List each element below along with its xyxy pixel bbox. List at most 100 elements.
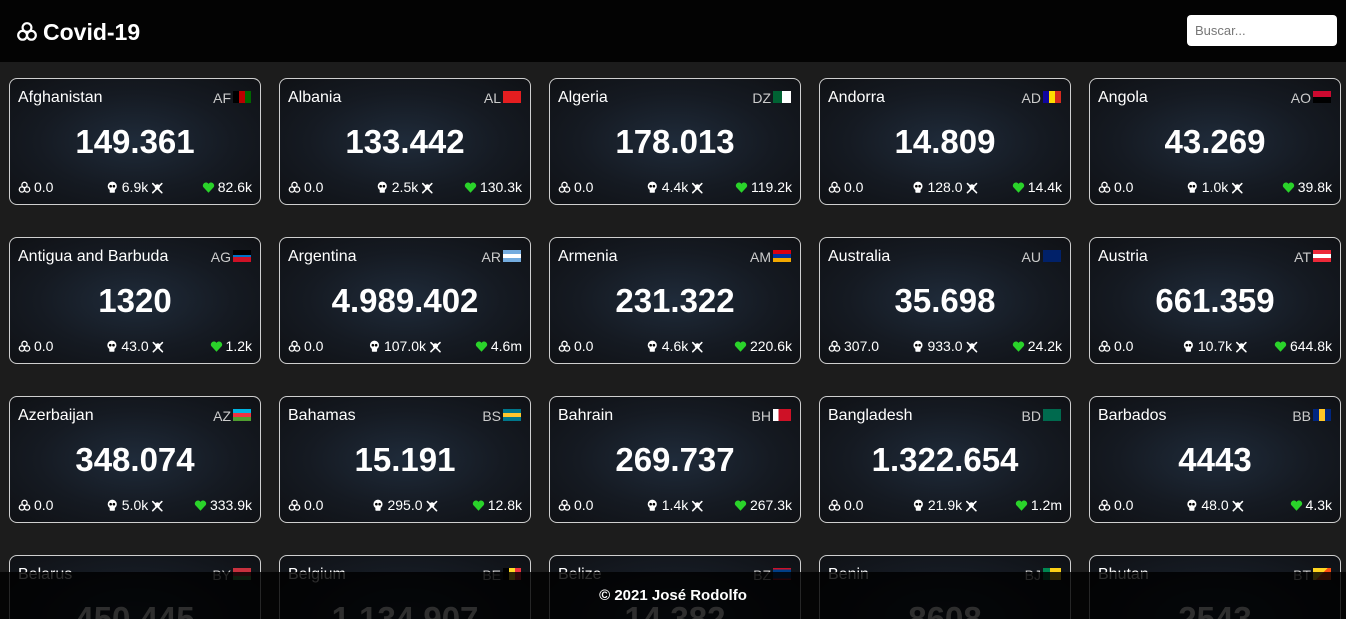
deaths-value: 4.4k <box>661 179 689 195</box>
skull-icon <box>913 181 923 193</box>
country-card[interactable]: Afghanistan AF 149.361 0.0 6.9k 82.6k <box>9 78 261 205</box>
deaths-value: 933.0 <box>927 338 963 354</box>
country-card[interactable]: Angola AO 43.269 0.0 1.0k 39.8k <box>1089 78 1341 205</box>
active-value: 0.0 <box>574 497 594 513</box>
recovered-value: 24.2k <box>1027 338 1062 354</box>
flag <box>1313 250 1331 262</box>
country-code: AO <box>1290 90 1311 106</box>
country-name: Bahamas <box>288 407 356 424</box>
country-card[interactable]: Bahrain BH 269.737 0.0 1.4k 267.3k <box>549 396 801 523</box>
brand[interactable]: Covid-19 <box>16 16 140 48</box>
crossbones-icon <box>152 182 164 193</box>
heart-icon <box>194 499 207 511</box>
active-value: 0.0 <box>34 497 54 513</box>
heart-icon <box>734 340 747 352</box>
skull-icon <box>647 181 657 193</box>
skull-icon <box>1183 340 1193 352</box>
recovered: 220.6k <box>734 338 792 354</box>
deaths: 6.9k <box>106 179 164 195</box>
recovered: 4.6m <box>475 338 522 354</box>
footer: © 2021 José Rodolfo <box>0 572 1346 619</box>
biohazard-icon <box>18 340 31 352</box>
flag <box>503 91 521 103</box>
total-cases: 1320 <box>98 282 172 319</box>
deaths: 1.0k <box>1186 179 1244 195</box>
active-cases: 0.0 <box>288 338 323 354</box>
recovered-value: 130.3k <box>479 179 522 195</box>
heart-icon <box>210 340 222 352</box>
total-cases: 1.322.654 <box>871 441 1019 478</box>
recovered: 1.2m <box>1015 497 1062 513</box>
recovered: 644.8k <box>1274 338 1332 354</box>
recovered-value: 333.9k <box>209 497 252 513</box>
active-cases: 0.0 <box>288 179 323 195</box>
crossbones-icon <box>152 500 164 511</box>
recovered-value: 1.2m <box>1030 497 1062 513</box>
country-card[interactable]: Andorra AD 14.809 0.0 128.0 14.4k <box>819 78 1071 205</box>
total-cases: 149.361 <box>75 123 195 160</box>
deaths: 5.0k <box>106 497 164 513</box>
country-code: BH <box>751 408 771 424</box>
biohazard-icon <box>1098 499 1111 511</box>
deaths: 107.0k <box>368 338 442 354</box>
deaths-value: 43.0 <box>121 338 149 354</box>
deaths: 43.0 <box>105 338 164 354</box>
recovered: 4.3k <box>1290 497 1332 513</box>
header: Covid-19 <box>0 0 1346 62</box>
skull-icon <box>913 499 923 511</box>
country-card[interactable]: Bangladesh BD 1.322.654 0.0 21.9k 1.2m <box>819 396 1071 523</box>
deaths: 48.0 <box>1185 497 1244 513</box>
country-card[interactable]: Azerbaijan AZ 348.074 0.0 5.0k 333.9k <box>9 396 261 523</box>
deaths-value: 5.0k <box>121 497 149 513</box>
deaths: 295.0 <box>371 497 438 513</box>
recovered-value: 12.8k <box>487 497 522 513</box>
country-card[interactable]: Albania AL 133.442 0.0 2.5k 130.3k <box>279 78 531 205</box>
country-card[interactable]: Austria AT 661.359 0.0 10.7k 644.8k <box>1089 237 1341 364</box>
biohazard-icon <box>828 340 841 352</box>
crossbones-icon <box>422 182 434 193</box>
recovered: 39.8k <box>1282 179 1332 195</box>
biohazard-icon <box>828 499 841 511</box>
recovered: 333.9k <box>194 497 252 513</box>
crossbones-icon <box>692 341 704 352</box>
deaths: 4.4k <box>646 179 704 195</box>
search-input[interactable] <box>1187 15 1337 46</box>
crossbones-icon <box>966 500 977 511</box>
flag <box>233 409 251 421</box>
crossbones-icon <box>1232 182 1244 193</box>
active-value: 0.0 <box>844 497 864 513</box>
flag <box>1043 91 1061 103</box>
skull-icon <box>369 340 380 352</box>
country-name: Algeria <box>558 89 608 106</box>
biohazard-icon <box>288 499 301 511</box>
crossbones-icon <box>1232 500 1244 511</box>
country-card[interactable]: Argentina AR 4.989.402 0.0 107.0k 4.6m <box>279 237 531 364</box>
skull-icon <box>647 499 657 511</box>
country-name: Austria <box>1098 248 1148 265</box>
recovered-value: 1.2k <box>225 338 252 354</box>
recovered: 24.2k <box>1012 338 1062 354</box>
country-card[interactable]: Australia AU 35.698 307.0 933.0 24.2k <box>819 237 1071 364</box>
deaths-value: 6.9k <box>121 179 149 195</box>
active-value: 307.0 <box>844 338 880 354</box>
country-card[interactable]: Algeria DZ 178.013 0.0 4.4k 119.2k <box>549 78 801 205</box>
biohazard-icon <box>558 181 571 193</box>
crossbones-icon <box>1236 341 1247 352</box>
active-value: 0.0 <box>574 179 594 195</box>
crossbones-icon <box>692 500 704 511</box>
deaths-value: 295.0 <box>387 497 423 513</box>
country-card[interactable]: Barbados BB 4443 0.0 48.0 4.3k <box>1089 396 1341 523</box>
recovered-value: 119.2k <box>751 179 792 195</box>
recovered: 119.2k <box>735 179 792 195</box>
country-card[interactable]: Bahamas BS 15.191 0.0 295.0 12.8k <box>279 396 531 523</box>
country-code: BS <box>482 408 501 424</box>
active-value: 0.0 <box>1114 179 1134 195</box>
crossbones-icon <box>426 500 438 511</box>
recovered-value: 267.3k <box>749 497 792 513</box>
biohazard-icon <box>18 499 31 511</box>
recovered-value: 82.6k <box>217 179 252 195</box>
country-code: BD <box>1021 408 1041 424</box>
country-card[interactable]: Armenia AM 231.322 0.0 4.6k 220.6k <box>549 237 801 364</box>
country-name: Argentina <box>288 248 357 265</box>
country-card[interactable]: Antigua and Barbuda AG 1320 0.0 43.0 1.2k <box>9 237 261 364</box>
